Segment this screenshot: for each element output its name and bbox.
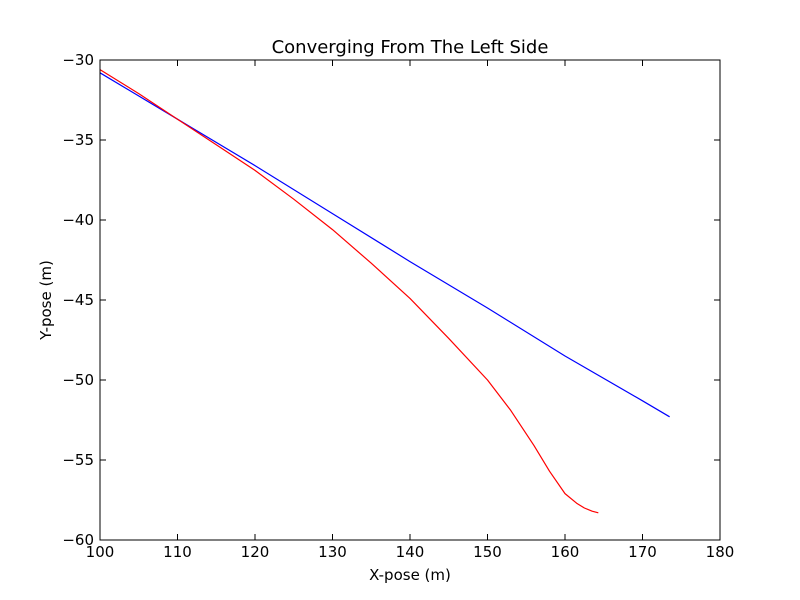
x-tick-label: 100 <box>86 543 115 561</box>
series-layer <box>99 69 670 514</box>
x-tick-label: 140 <box>396 543 425 561</box>
y-axis-label: Y-pose (m) <box>37 260 55 341</box>
x-tick-label: 130 <box>318 543 347 561</box>
x-tick-label: 160 <box>551 543 580 561</box>
y-tick-label: −60 <box>62 531 94 549</box>
y-tick-label: −40 <box>62 211 94 229</box>
x-tick-label: 180 <box>706 543 735 561</box>
plot-area <box>100 60 720 540</box>
x-tick-label: 110 <box>163 543 192 561</box>
y-tick-label: −55 <box>62 451 94 469</box>
y-tick-label: −50 <box>62 371 94 389</box>
series-line-2 <box>99 69 599 514</box>
x-axis-label: X-pose (m) <box>369 566 451 584</box>
x-tick-label: 170 <box>628 543 657 561</box>
y-tick-label: −35 <box>62 131 94 149</box>
y-tick-label: −45 <box>62 291 94 309</box>
x-tick-label: 150 <box>473 543 502 561</box>
plot-frame <box>99 59 721 541</box>
x-tick-label: 120 <box>241 543 270 561</box>
tick-layer: 100 110 120 130 140 150 160 170 180 −30 −35 −40 −45 −… <box>62 51 734 561</box>
chart-title: Converging From The Left Side <box>272 37 549 58</box>
y-tick-label: −30 <box>62 51 94 69</box>
series-line-1 <box>99 72 670 418</box>
